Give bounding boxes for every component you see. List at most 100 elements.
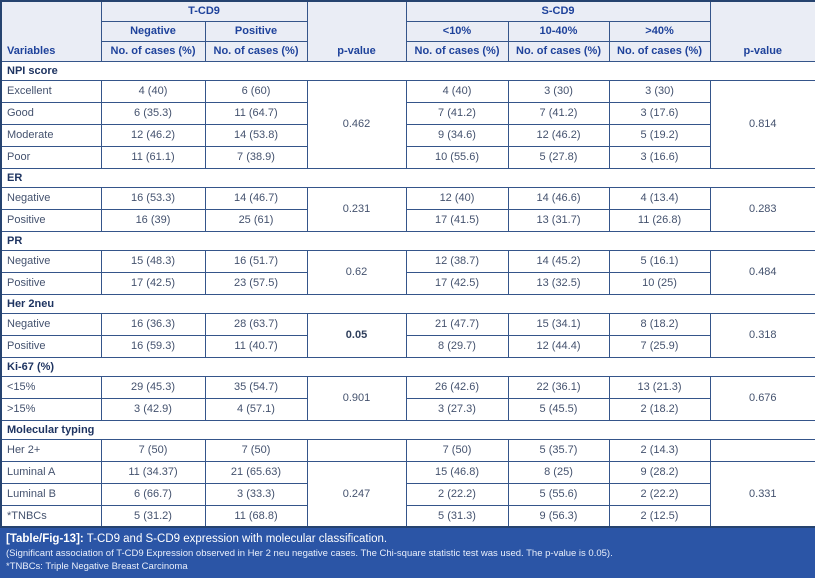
table-row: >15% 3 (42.9) 4 (57.1) 3 (27.3) 5 (45.5) 2 (1… — [0, 397, 815, 421]
col-group-tcd9: T-CD9 — [100, 0, 308, 22]
tcd9-negative-cell: 16 (36.3) — [100, 312, 206, 336]
table-header: Variables T-CD9 p-value S-CD9 p-value Ne… — [0, 0, 815, 62]
scd9-gt40-cell: 3 (16.6) — [608, 145, 711, 169]
variable-cell: Luminal B — [0, 482, 102, 506]
pvalue-tcd9-cell: 0.247 — [306, 460, 407, 528]
section-header-cell: NPI score — [0, 60, 815, 81]
scd9-10-40-cell: 5 (55.6) — [507, 482, 610, 506]
section-header-cell: Her 2neu — [0, 293, 815, 314]
pvalue-tcd9-cell: 0.05 — [306, 312, 407, 358]
scd9-gt40-cell: 9 (28.2) — [608, 460, 711, 484]
table-row: Negative 16 (53.3) 14 (46.7) 0.231 12 (40) 14… — [0, 186, 815, 232]
scd9-lt10-cell: 12 (38.7) — [405, 249, 509, 273]
scd9-gt40-cell: 7 (25.9) — [608, 334, 711, 358]
col-subheader-cases: No. of cases (%) — [204, 40, 308, 62]
scd9-10-40-cell: 5 (27.8) — [507, 145, 610, 169]
pvalue-scd9-cell: 0.331 — [709, 460, 815, 528]
pvalue-scd9-cell: 0.283 — [709, 186, 815, 232]
tcd9-negative-cell: 16 (53.3) — [100, 186, 206, 210]
table-body: NPI score Excellent 4 (40) 6 (60) 0.462 4 (40… — [0, 60, 815, 528]
caption-tag: [Table/Fig-13]: — [6, 533, 84, 545]
scd9-10-40-cell: 22 (36.1) — [507, 375, 610, 399]
table-row: Negative 15 (48.3) 16 (51.7) 0.62 12 (38.7) 1… — [0, 249, 815, 295]
tcd9-negative-cell: 11 (34.37) — [100, 460, 206, 484]
table-row: Good 6 (35.3) 11 (64.7) 7 (41.2) 7 (41.2) 3 (… — [0, 101, 815, 125]
scd9-gt40-cell: 2 (14.3) — [608, 438, 711, 462]
pvalue-scd9-cell: 0.318 — [709, 312, 815, 358]
col-subheader-cases: No. of cases (%) — [405, 40, 509, 62]
table-row: *TNBCs 5 (31.2) 11 (68.8) 5 (31.3) 9 (56.3) 2… — [0, 504, 815, 528]
table-row: Positive 16 (39) 25 (61) 17 (41.5) 13 (31.7)… — [0, 208, 815, 232]
table-row: Her 2+ 7 (50) 7 (50) 7 (50) 5 (35.7) 2 (14.3) — [0, 438, 815, 462]
table-row: Luminal A 11 (34.37) 21 (65.63) 0.247 15 (46… — [0, 460, 815, 528]
variable-cell: Negative — [0, 249, 102, 273]
scd9-lt10-cell: 2 (22.2) — [405, 482, 509, 506]
table-row: Negative 16 (36.3) 28 (63.7) 0.05 21 (47.7) 1… — [0, 312, 815, 358]
tcd9-positive-cell: 21 (65.63) — [204, 460, 308, 484]
tcd9-positive-cell: 3 (33.3) — [204, 482, 308, 506]
col-header-pvalue-scd9: p-value — [709, 0, 815, 62]
tcd9-negative-cell: 11 (61.1) — [100, 145, 206, 169]
section-row: ER — [0, 167, 815, 188]
tcd9-positive-cell: 11 (40.7) — [204, 334, 308, 358]
caption-note: (Significant association of T-CD9 Expres… — [6, 548, 613, 559]
scd9-lt10-cell: 26 (42.6) — [405, 375, 509, 399]
scd9-10-40-cell: 7 (41.2) — [507, 101, 610, 125]
scd9-10-40-cell: 12 (46.2) — [507, 123, 610, 147]
tcd9-positive-cell: 14 (46.7) — [204, 186, 308, 210]
variable-cell: Moderate — [0, 123, 102, 147]
variable-cell: Positive — [0, 271, 102, 295]
scd9-lt10-cell: 7 (50) — [405, 438, 509, 462]
scd9-lt10-cell: 5 (31.3) — [405, 504, 509, 528]
col-subheader-cases: No. of cases (%) — [507, 40, 610, 62]
variable-cell: Negative — [0, 186, 102, 210]
tcd9-positive-cell: 4 (57.1) — [204, 397, 308, 421]
scd9-gt40-cell: 2 (12.5) — [608, 504, 711, 528]
scd9-10-40-cell: 14 (46.6) — [507, 186, 610, 210]
scd9-gt40-cell: 3 (17.6) — [608, 101, 711, 125]
scd9-10-40-cell: 14 (45.2) — [507, 249, 610, 273]
tcd9-positive-cell: 7 (50) — [204, 438, 308, 462]
pvalue-tcd9-cell: 0.62 — [306, 249, 407, 295]
pvalue-scd9-cell: 0.484 — [709, 249, 815, 295]
pvalue-tcd9-cell: 0.231 — [306, 186, 407, 232]
pvalue-scd9-cell: 0.676 — [709, 375, 815, 421]
section-header-cell: ER — [0, 167, 815, 188]
scd9-lt10-cell: 12 (40) — [405, 186, 509, 210]
scd9-lt10-cell: 9 (34.6) — [405, 123, 509, 147]
pvalue-tcd9-cell: 0.901 — [306, 375, 407, 421]
scd9-gt40-cell: 5 (19.2) — [608, 123, 711, 147]
scd9-lt10-cell: 3 (27.3) — [405, 397, 509, 421]
table-row: Excellent 4 (40) 6 (60) 0.462 4 (40) 3 (30) 3 … — [0, 79, 815, 169]
col-header-tcd9-negative: Negative — [100, 20, 206, 42]
table-row: Poor 11 (61.1) 7 (38.9) 10 (55.6) 5 (27.8) 3 … — [0, 145, 815, 169]
section-row: Molecular typing — [0, 419, 815, 440]
scd9-10-40-cell: 9 (56.3) — [507, 504, 610, 528]
tcd9-negative-cell: 16 (59.3) — [100, 334, 206, 358]
tcd9-negative-cell: 4 (40) — [100, 79, 206, 103]
tcd9-negative-cell: 3 (42.9) — [100, 397, 206, 421]
col-group-scd9: S-CD9 — [405, 0, 711, 22]
table-row: Moderate 12 (46.2) 14 (53.8) 9 (34.6) 12 (46… — [0, 123, 815, 147]
pvalue-scd9-empty-cell — [709, 438, 815, 462]
scd9-lt10-cell: 21 (47.7) — [405, 312, 509, 336]
section-row: PR — [0, 230, 815, 251]
caption-title-text: T-CD9 and S-CD9 expression with molecula… — [86, 533, 388, 545]
scd9-10-40-cell: 12 (44.4) — [507, 334, 610, 358]
section-row: NPI score — [0, 60, 815, 81]
scd9-gt40-cell: 2 (22.2) — [608, 482, 711, 506]
scd9-gt40-cell: 13 (21.3) — [608, 375, 711, 399]
tcd9-negative-cell: 7 (50) — [100, 438, 206, 462]
caption-footnote: *TNBCs: Triple Negative Breast Carcinoma — [6, 561, 188, 572]
variable-cell: *TNBCs — [0, 504, 102, 528]
table-row: Positive 17 (42.5) 23 (57.5) 17 (42.5) 13 (3… — [0, 271, 815, 295]
tcd9-positive-cell: 11 (64.7) — [204, 101, 308, 125]
scd9-10-40-cell: 15 (34.1) — [507, 312, 610, 336]
variable-cell: Excellent — [0, 79, 102, 103]
scd9-10-40-cell: 5 (45.5) — [507, 397, 610, 421]
tcd9-positive-cell: 23 (57.5) — [204, 271, 308, 295]
scd9-10-40-cell: 13 (31.7) — [507, 208, 610, 232]
section-row: Ki-67 (%) — [0, 356, 815, 377]
